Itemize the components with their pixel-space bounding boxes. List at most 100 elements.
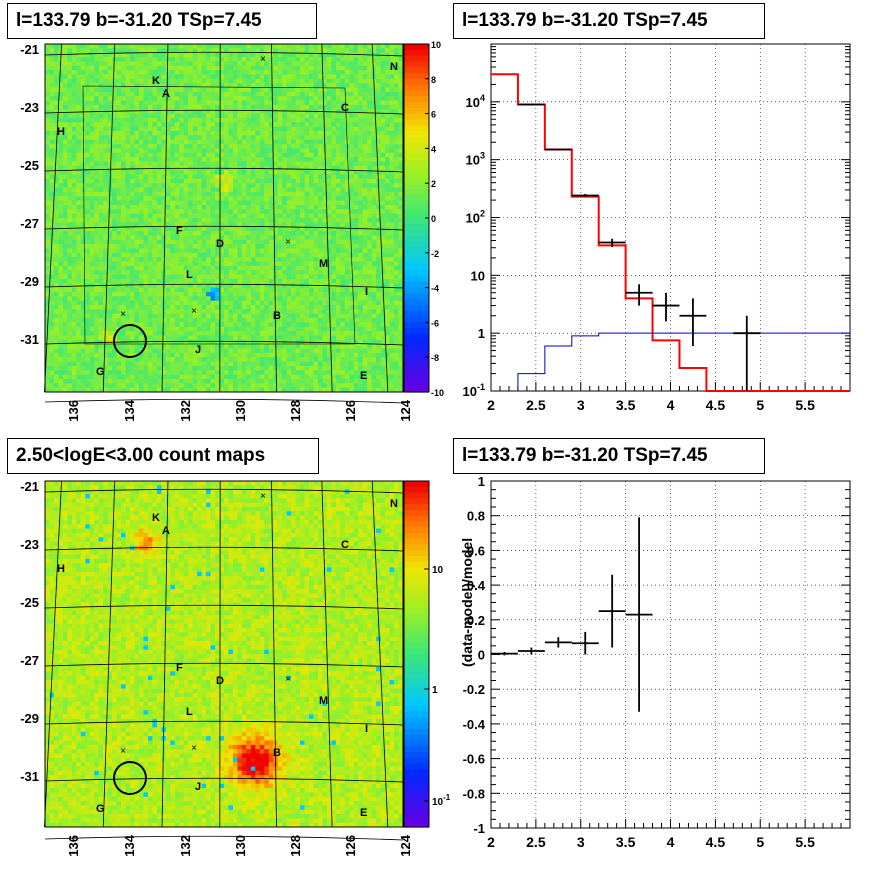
countmap-source-label-f: F bbox=[176, 662, 183, 674]
residual-source-label-n: N bbox=[390, 61, 398, 73]
countmap-source-label-b: B bbox=[273, 747, 281, 759]
residual-y-tick-label: -31 bbox=[20, 332, 39, 347]
residual-y-tick-label: -25 bbox=[20, 158, 39, 173]
ratio-y-tick-label: -0.4 bbox=[463, 717, 486, 732]
ratio-x-tick-label: 5 bbox=[756, 834, 764, 850]
residual-map bbox=[45, 44, 403, 392]
countmap-x-tick-label: 124 bbox=[398, 834, 413, 856]
countmap-source-label-g: G bbox=[96, 803, 105, 815]
map-title-top-left: l=133.79 b=-31.20 TSp=7.45 bbox=[7, 3, 317, 39]
spectrum-y-tick-label: 10 bbox=[471, 268, 485, 283]
residual-colorbar-label: 6 bbox=[431, 110, 436, 120]
countmap-colorbar-label: 10 bbox=[432, 565, 444, 576]
residual-x-tick-label: 126 bbox=[343, 400, 358, 422]
spectrum-y-tick-label: 1 bbox=[478, 326, 485, 341]
countmap-title: 2.50<logE<3.00 count maps bbox=[7, 438, 319, 474]
residual-colorbar-label: -2 bbox=[431, 249, 439, 259]
residual-source-label-m: M bbox=[319, 258, 328, 270]
residual-colorbar-label: 0 bbox=[431, 214, 436, 224]
spectrum-y-tick-label: 102 bbox=[466, 209, 485, 226]
residual-title: l=133.79 b=-31.20 TSp=7.45 bbox=[453, 438, 765, 474]
countmap-x-tick-label: 128 bbox=[288, 835, 303, 857]
residual-y-tick-label: -23 bbox=[20, 100, 39, 115]
residual-colorbar-label: -10 bbox=[431, 388, 444, 398]
countmap-source-label-m: M bbox=[319, 695, 328, 707]
residual-source-cross: × bbox=[120, 309, 126, 320]
countmap-source-label-l: L bbox=[186, 706, 193, 718]
countmap-x-tick-label: 136 bbox=[66, 835, 81, 857]
countmap-source-label-j: J bbox=[195, 781, 201, 793]
residual-x-tick-label: 130 bbox=[233, 400, 248, 422]
ratio-y-tick-label: -1 bbox=[473, 821, 485, 836]
spectrum-x-tick-label: 2 bbox=[487, 397, 495, 413]
countmap-source-label-i: I bbox=[365, 723, 368, 735]
spectrum-x-tick-label: 5.5 bbox=[795, 397, 815, 413]
residual-colorbar-label: -6 bbox=[431, 318, 439, 328]
residual-source-label-a: A bbox=[162, 88, 170, 100]
spectrum-x-tick-label: 2.5 bbox=[526, 397, 546, 413]
ratio-x-tick-label: 3.5 bbox=[616, 834, 636, 850]
countmap-source-label-k: K bbox=[152, 512, 160, 524]
countmap-colorbar-label: 1 bbox=[432, 685, 438, 696]
residual-source-label-k: K bbox=[152, 75, 160, 87]
countmap-y-tick-label: -25 bbox=[20, 595, 39, 610]
residual-colorbar-label: 2 bbox=[431, 179, 436, 189]
residual-colorbar-label: 8 bbox=[431, 75, 436, 85]
residual-source-label-b: B bbox=[273, 310, 281, 322]
spectrum-x-tick-label: 5 bbox=[756, 397, 764, 413]
countmap-x-tick-label: 132 bbox=[178, 835, 193, 857]
ratio-y-tick-label: 0 bbox=[478, 648, 485, 663]
spectrum-x-tick-label: 4.5 bbox=[706, 397, 726, 413]
residual-source-label-f: F bbox=[176, 225, 183, 237]
spectrum-title: l=133.79 b=-31.20 TSp=7.45 bbox=[453, 3, 765, 39]
countmap-source-label-n: N bbox=[390, 498, 398, 510]
residual-x-tick-label: 132 bbox=[178, 400, 193, 422]
countmap-y-tick-label: -27 bbox=[20, 653, 39, 668]
ratio-x-tick-label: 2 bbox=[487, 834, 495, 850]
residual-colorbar-label: 10 bbox=[431, 40, 441, 50]
residual-x-tick-label: 136 bbox=[66, 400, 81, 422]
spectrum-y-tick-label: 10-1 bbox=[463, 382, 485, 399]
residual-colorbar-label: 4 bbox=[431, 144, 436, 154]
spectrum-y-tick-label: 103 bbox=[466, 151, 485, 168]
residual-y-tick-label: -27 bbox=[20, 216, 39, 231]
countmap-y-tick-label: -31 bbox=[20, 769, 39, 784]
ratio-y-tick-label: -0.8 bbox=[463, 786, 485, 801]
residual-x-tick-label: 124 bbox=[398, 399, 413, 421]
residual-source-label-l: L bbox=[186, 269, 193, 281]
countmap-y-tick-label: -23 bbox=[20, 537, 39, 552]
spectrum-data-point bbox=[545, 149, 572, 151]
ratio-y-tick-label: 0.8 bbox=[467, 509, 485, 524]
residual-source-cross: × bbox=[285, 237, 291, 248]
residual-x-tick-label: 128 bbox=[288, 400, 303, 422]
residual-source-cross: × bbox=[191, 306, 197, 317]
ratio-x-tick-label: 4.5 bbox=[706, 834, 726, 850]
residual-x-tick-label: 134 bbox=[122, 399, 137, 421]
ratio-x-tick-label: 5.5 bbox=[795, 834, 815, 850]
countmap-source-label-a: A bbox=[162, 525, 170, 537]
countmap-colorbar-label: 10-1 bbox=[432, 793, 451, 808]
ratio-y-tick-label: -0.2 bbox=[463, 682, 485, 697]
residual-source-label-i: I bbox=[365, 286, 368, 298]
residual-source-label-j: J bbox=[195, 344, 201, 356]
countmap-source-cross: × bbox=[120, 746, 126, 757]
ratio-y-tick-label: 1 bbox=[478, 474, 485, 489]
residual-y-tick-label: -29 bbox=[20, 274, 39, 289]
ratio-x-tick-label: 2.5 bbox=[526, 834, 546, 850]
countmap-x-tick-label: 134 bbox=[122, 834, 137, 856]
residual-source-label-e: E bbox=[360, 370, 367, 382]
countmap-x-tick-label: 130 bbox=[233, 835, 248, 857]
countmap-source-cross: × bbox=[285, 674, 291, 685]
countmap-y-tick-label: -21 bbox=[20, 479, 39, 494]
residual-y-tick-label: -21 bbox=[20, 42, 39, 57]
residual-source-label-c: C bbox=[341, 102, 349, 114]
countmap-map bbox=[45, 481, 403, 827]
ratio-y-axis-label: (data-model)/model bbox=[459, 538, 475, 667]
countmap-y-tick-label: -29 bbox=[20, 711, 39, 726]
spectrum-y-tick-label: 104 bbox=[466, 93, 485, 110]
countmap-source-label-e: E bbox=[360, 807, 367, 819]
countmap-source-cross: × bbox=[260, 491, 266, 502]
residual-source-label-g: G bbox=[96, 366, 105, 378]
